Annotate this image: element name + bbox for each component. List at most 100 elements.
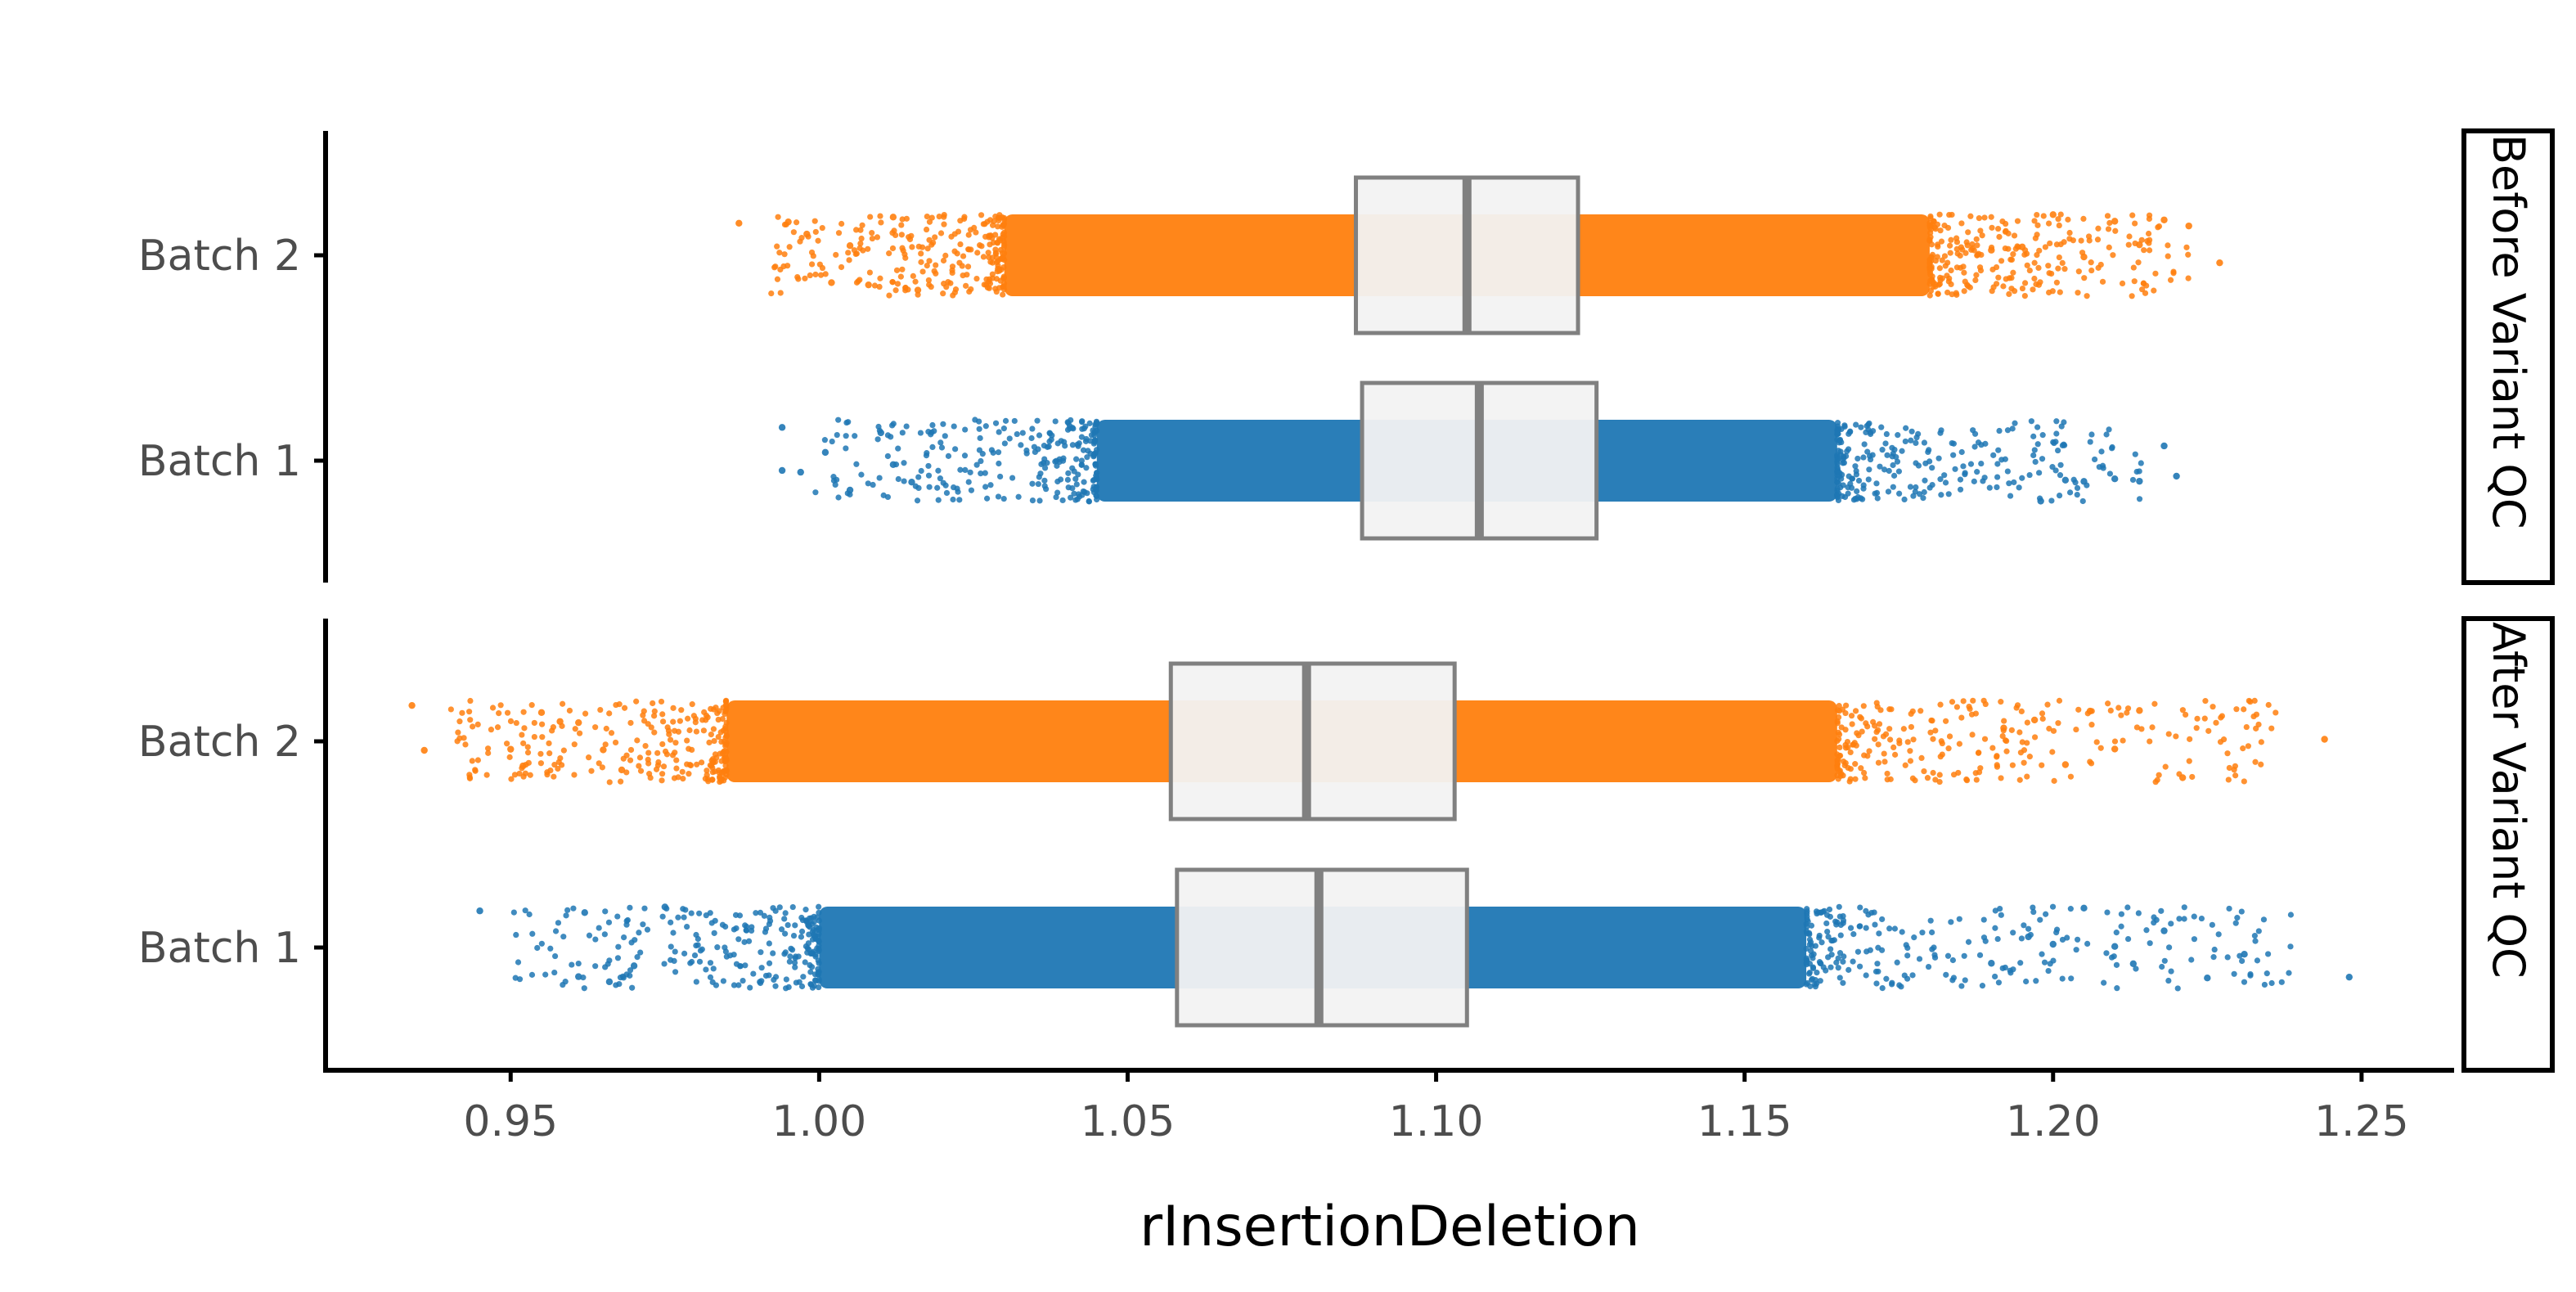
point-f0-batch2 bbox=[902, 254, 909, 261]
point-f1-batch2 bbox=[2031, 734, 2039, 741]
point-f0-batch1 bbox=[1092, 461, 1099, 468]
point-f1-batch2 bbox=[1840, 759, 1847, 765]
point-f0-batch2 bbox=[1926, 292, 1933, 299]
point-f1-batch2 bbox=[698, 759, 705, 766]
outlier-point-f0-batch2 bbox=[735, 219, 743, 227]
point-f0-batch2 bbox=[2088, 267, 2095, 274]
point-f0-batch2 bbox=[889, 245, 897, 252]
point-f0-batch1 bbox=[982, 423, 989, 430]
point-f0-batch1 bbox=[1066, 422, 1073, 429]
point-f0-batch2 bbox=[2010, 269, 2016, 276]
point-f1-batch1 bbox=[2124, 935, 2132, 943]
point-f1-batch1 bbox=[762, 972, 770, 979]
point-f1-batch2 bbox=[2258, 739, 2264, 745]
point-f1-batch2 bbox=[1858, 765, 1864, 772]
facet-strip bbox=[2461, 128, 2555, 585]
point-f0-batch1 bbox=[2039, 456, 2046, 462]
point-f0-batch2 bbox=[835, 230, 843, 236]
point-f1-batch2 bbox=[2051, 777, 2057, 784]
point-f1-batch2 bbox=[2087, 759, 2093, 765]
point-f1-batch1 bbox=[2188, 957, 2195, 963]
point-f0-batch1 bbox=[2049, 464, 2056, 470]
point-f1-batch2 bbox=[612, 739, 619, 746]
point-f0-batch2 bbox=[2048, 270, 2055, 277]
point-f0-batch2 bbox=[926, 258, 933, 264]
point-f0-batch2 bbox=[2006, 290, 2012, 298]
point-f0-batch2 bbox=[1976, 215, 1982, 222]
point-f0-batch2 bbox=[777, 290, 784, 296]
point-f1-batch1 bbox=[1899, 929, 1905, 935]
point-f1-batch1 bbox=[668, 919, 674, 925]
point-f1-batch1 bbox=[808, 964, 816, 970]
point-f0-batch2 bbox=[2030, 286, 2036, 293]
point-f0-batch2 bbox=[2099, 278, 2106, 285]
point-f0-batch2 bbox=[1947, 242, 1953, 249]
point-f1-batch1 bbox=[811, 927, 817, 934]
point-f0-batch1 bbox=[1916, 491, 1923, 497]
point-f1-batch2 bbox=[1918, 754, 1925, 762]
point-f1-batch2 bbox=[2268, 725, 2275, 732]
point-f0-batch2 bbox=[2078, 237, 2084, 244]
point-f1-batch2 bbox=[2016, 729, 2023, 736]
point-f1-batch1 bbox=[1876, 930, 1882, 937]
point-f0-batch2 bbox=[909, 244, 915, 250]
point-f0-batch2 bbox=[2185, 275, 2192, 281]
point-f0-batch2 bbox=[877, 275, 883, 281]
point-f1-batch2 bbox=[636, 763, 642, 769]
point-f1-batch1 bbox=[2143, 927, 2150, 934]
point-f0-batch2 bbox=[2088, 259, 2094, 266]
point-f1-batch1 bbox=[815, 957, 821, 964]
point-f1-batch2 bbox=[636, 754, 644, 761]
point-f0-batch1 bbox=[923, 452, 930, 459]
point-f0-batch1 bbox=[1079, 425, 1086, 432]
point-f0-batch2 bbox=[817, 272, 825, 278]
point-f1-batch1 bbox=[735, 936, 742, 943]
point-f0-batch1 bbox=[843, 433, 849, 439]
point-f0-batch1 bbox=[2026, 471, 2033, 479]
point-f0-batch2 bbox=[860, 247, 866, 254]
point-f1-batch2 bbox=[447, 706, 454, 713]
point-f1-batch1 bbox=[1841, 953, 1847, 960]
point-f1-batch1 bbox=[2255, 928, 2262, 934]
point-f0-batch2 bbox=[857, 227, 864, 233]
point-f0-batch1 bbox=[957, 466, 964, 473]
point-f1-batch2 bbox=[627, 757, 634, 763]
point-f0-batch1 bbox=[835, 416, 842, 423]
point-f1-batch2 bbox=[1872, 736, 1878, 742]
point-f1-batch2 bbox=[2019, 739, 2025, 745]
point-f0-batch1 bbox=[2103, 431, 2110, 438]
point-f0-batch1 bbox=[1074, 441, 1081, 448]
point-f0-batch2 bbox=[1995, 274, 2002, 281]
point-f0-batch2 bbox=[1949, 211, 1955, 218]
point-f1-batch1 bbox=[2021, 922, 2027, 929]
point-f1-batch1 bbox=[2198, 915, 2205, 922]
point-f1-batch2 bbox=[1970, 697, 1976, 704]
point-f0-batch1 bbox=[2053, 418, 2060, 425]
point-f1-batch1 bbox=[2025, 925, 2032, 932]
point-f0-batch2 bbox=[793, 219, 800, 226]
point-f1-batch1 bbox=[526, 911, 533, 918]
point-f1-batch2 bbox=[718, 738, 725, 745]
x-tick-label: 1.10 bbox=[1389, 1097, 1484, 1146]
point-f1-batch2 bbox=[494, 724, 501, 731]
point-f1-batch1 bbox=[741, 939, 748, 945]
point-f1-batch2 bbox=[513, 719, 519, 727]
point-f0-batch2 bbox=[2146, 215, 2153, 223]
point-f0-batch2 bbox=[2135, 259, 2142, 266]
point-f1-batch1 bbox=[757, 909, 764, 916]
point-f1-batch1 bbox=[2151, 919, 2157, 926]
point-f0-batch2 bbox=[1000, 283, 1007, 290]
box-f1-batch2 bbox=[1168, 661, 1457, 822]
point-f0-batch2 bbox=[2140, 280, 2147, 287]
point-f1-batch2 bbox=[1989, 745, 1996, 751]
point-f0-batch1 bbox=[1090, 453, 1097, 460]
point-f0-batch2 bbox=[952, 286, 960, 293]
point-f1-batch2 bbox=[1936, 772, 1943, 778]
point-f1-batch1 bbox=[615, 943, 622, 950]
point-f0-batch2 bbox=[1939, 257, 1945, 263]
point-f0-batch1 bbox=[1890, 472, 1898, 479]
point-f0-batch2 bbox=[2145, 230, 2152, 237]
point-f1-batch1 bbox=[2104, 909, 2111, 916]
point-f1-batch2 bbox=[2241, 778, 2247, 785]
point-f0-batch1 bbox=[2058, 423, 2065, 430]
